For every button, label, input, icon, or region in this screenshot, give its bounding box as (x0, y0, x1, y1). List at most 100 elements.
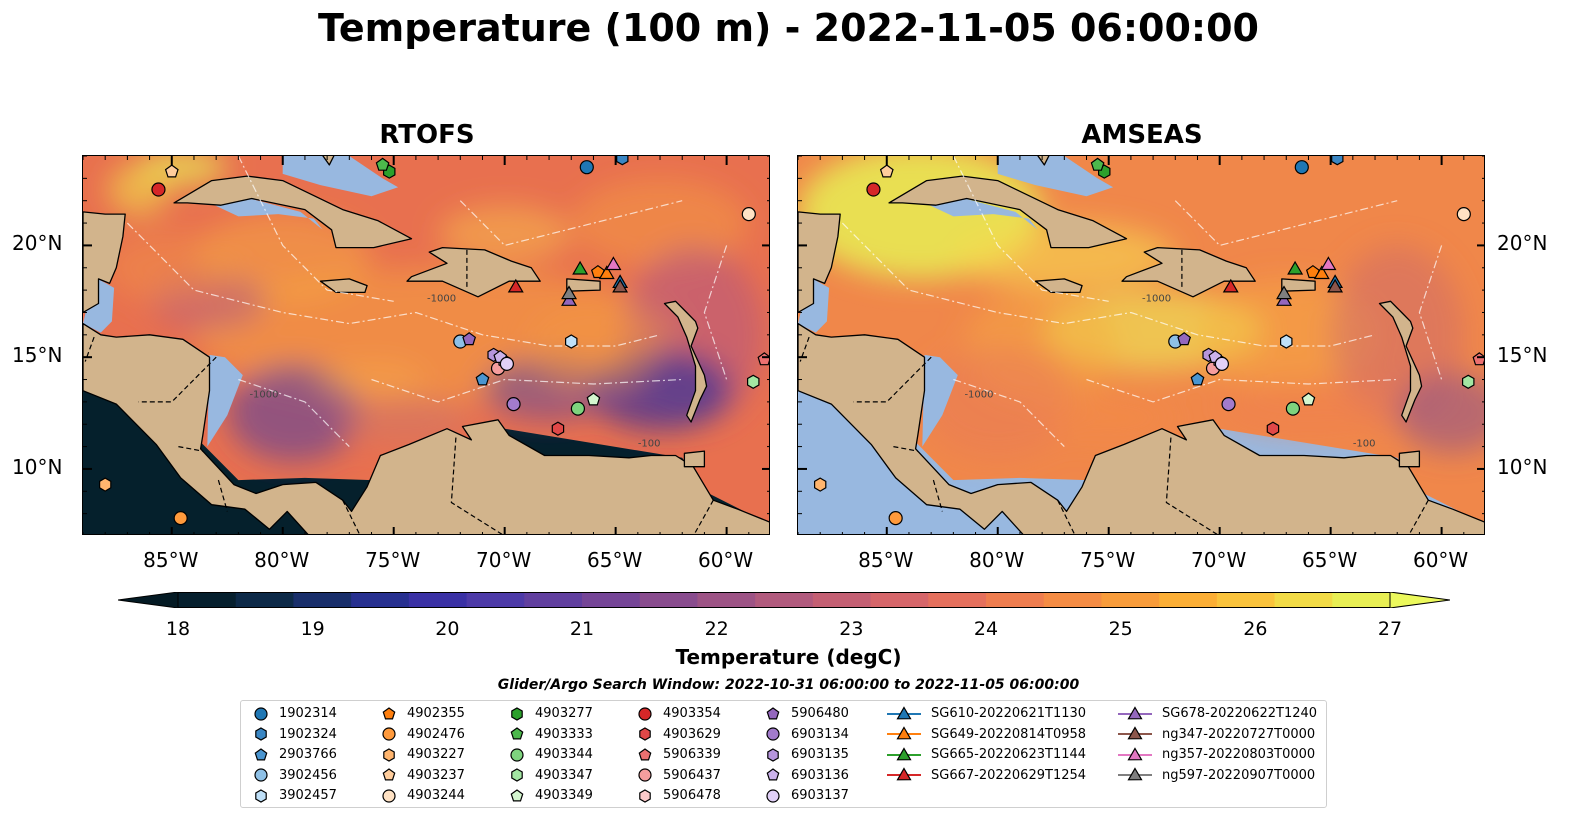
argo-float-4903237 (164, 164, 179, 178)
legend: 1902314 1902324 2903766 3902456 3902457 49023… (240, 700, 1327, 808)
legend-entry: 4903349 (509, 785, 593, 806)
legend-label: 3902457 (279, 788, 337, 803)
legend-marker-circle (382, 727, 396, 741)
argo-float-4903344 (570, 401, 586, 416)
colorbar-tick-label: 24 (973, 618, 999, 640)
eez-boundary (237, 156, 394, 302)
colorbar-segment (524, 592, 583, 608)
legend-marker-hexagon (255, 788, 267, 803)
central-america-land (798, 322, 1484, 534)
legend-label: 4903227 (407, 747, 465, 762)
argo-float-6903137 (1214, 356, 1229, 371)
colorbar (117, 591, 1451, 612)
argo-float-6903137 (499, 356, 514, 371)
colorbar-tick-label: 25 (1108, 618, 1133, 640)
cuba-south-shelf (209, 198, 323, 230)
legend-label: 4903344 (535, 747, 593, 762)
colorbar-tick-label: 26 (1243, 618, 1268, 640)
eez-boundary (1174, 200, 1398, 247)
legend-marker-pentagon (766, 768, 780, 781)
argo-float-4903347 (746, 374, 760, 389)
colorbar-segment (1332, 592, 1391, 608)
bahamas-shelf (997, 156, 1114, 197)
colorbar-segment (1216, 592, 1276, 608)
legend-label: 6903135 (791, 747, 849, 762)
legend-entry: 3902456 (253, 765, 337, 786)
legend-label: SG678-20220622T1240 (1162, 706, 1318, 721)
temperature-anomaly (1042, 392, 1176, 443)
legend-label: 4903349 (535, 788, 593, 803)
legend-label: ng597-20220907T0000 (1162, 767, 1316, 783)
x-tick-label: 85°W (143, 548, 199, 572)
mexico-land (83, 211, 126, 314)
argo-float-4903244 (1456, 207, 1471, 222)
argo-float-2903766 (475, 372, 490, 386)
legend-entry: 4903629 (637, 724, 721, 745)
country-border (1057, 499, 1076, 534)
legend-label: 4902355 (407, 706, 465, 721)
y-tick-label-left: 10°N (12, 454, 63, 479)
argo-float-4903347 (1461, 374, 1475, 389)
eez-boundary (1086, 378, 1398, 403)
argo-float-4903244 (741, 207, 756, 222)
glider-ng357-20220803T0000 (605, 256, 622, 271)
legend-label: 5906478 (663, 788, 721, 803)
colorbar-tick-label: 18 (165, 618, 191, 640)
legend-marker-hexagon (511, 768, 523, 782)
legend-label: 4902476 (407, 726, 465, 742)
x-tick-label: 75°W (1080, 548, 1136, 572)
argo-float-4903344 (1285, 401, 1301, 416)
legend-marker-pentagon (382, 768, 396, 781)
hispaniola-land (406, 246, 541, 298)
colorbar-segment (870, 592, 929, 608)
temperature-anomaly (920, 346, 1076, 458)
legend-label: 1902324 (279, 726, 337, 742)
legend-label: ng347-20220727T0000 (1162, 726, 1316, 742)
legend-marker-pentagon (254, 747, 268, 760)
argo-float-3902457 (565, 334, 578, 349)
x-tick-label: 70°W (476, 548, 532, 572)
country-border (450, 437, 503, 534)
x-tick-label: 75°W (365, 548, 421, 572)
lesser-antilles-land (663, 300, 708, 423)
argo-float-3902457 (1280, 334, 1293, 349)
legend-marker-triangle (896, 767, 912, 781)
colorbar-segment (351, 592, 410, 608)
colorbar-segment (178, 592, 237, 608)
jamaica-land (319, 278, 368, 294)
eez-boundary (371, 378, 683, 403)
x-tick-label: 65°W (1302, 548, 1358, 572)
nicaragua-shelf (207, 354, 243, 447)
legend-label: 4903277 (535, 706, 593, 721)
legend-entry: 1902314 (253, 703, 337, 724)
legend-label: SG610-20220621T1130 (931, 706, 1087, 721)
legend-entry: 2903766 (253, 744, 337, 765)
legend-marker-hexagon (767, 747, 779, 762)
legend-label: 6903137 (791, 788, 849, 803)
country-border (799, 336, 810, 362)
colorbar-tick-label: 22 (704, 618, 729, 640)
glider-ng357-20220803T0000 (1320, 256, 1337, 271)
y-tick-label-left: 15°N (12, 343, 63, 368)
eez-boundary (841, 222, 1376, 347)
contour-label: -1000 (249, 389, 278, 400)
country-border (217, 479, 228, 512)
belize-shelf (83, 276, 115, 333)
cuba-land (173, 175, 413, 249)
glider-SG665-20220623T1144 (1287, 260, 1304, 275)
puerto-rico-land (1281, 278, 1316, 292)
colorbar-segment (697, 592, 756, 608)
argo-float-4903333 (1090, 157, 1105, 171)
colorbar-segment (466, 592, 525, 608)
argo-float-4903354 (866, 182, 881, 197)
belize-shelf (798, 276, 830, 333)
legend-marker-hexagon (383, 747, 395, 762)
legend-entry: 4902476 (381, 724, 465, 745)
colorbar-under-arrow (117, 591, 179, 609)
argo-float-1902324 (616, 156, 629, 166)
legend-label: 4903333 (535, 726, 593, 742)
colorbar-segment (1159, 592, 1218, 608)
x-tick-label: 85°W (858, 548, 914, 572)
central-america-land (83, 322, 769, 534)
colorbar-segment (235, 592, 295, 608)
